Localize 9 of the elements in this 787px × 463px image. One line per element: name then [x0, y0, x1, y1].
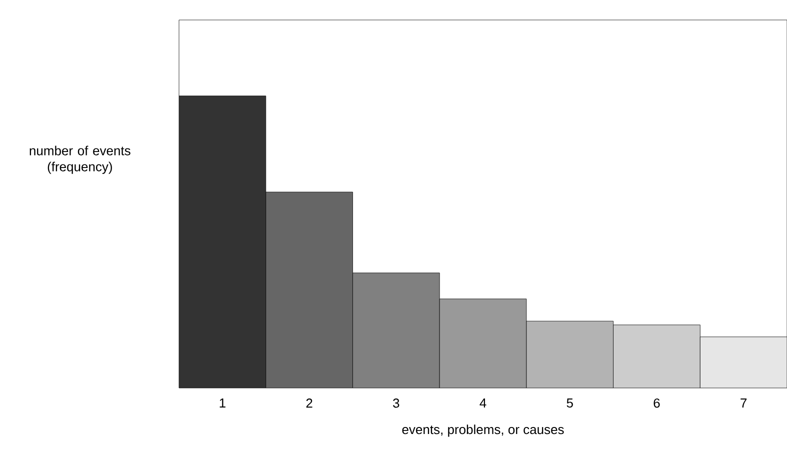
x-tick-label: 4 [480, 398, 486, 408]
x-tick-label: 2 [306, 398, 312, 408]
x-tick-label: 3 [393, 398, 400, 408]
y-axis-title: number of events (frequency) [30, 146, 130, 174]
x-tick-label: 7 [740, 398, 747, 408]
x-tick-label: 6 [654, 398, 660, 408]
x-tick-label: 1 [220, 398, 226, 408]
x-axis-title: events, problems, or causes [402, 424, 564, 437]
x-tick-label: 5 [566, 398, 573, 408]
